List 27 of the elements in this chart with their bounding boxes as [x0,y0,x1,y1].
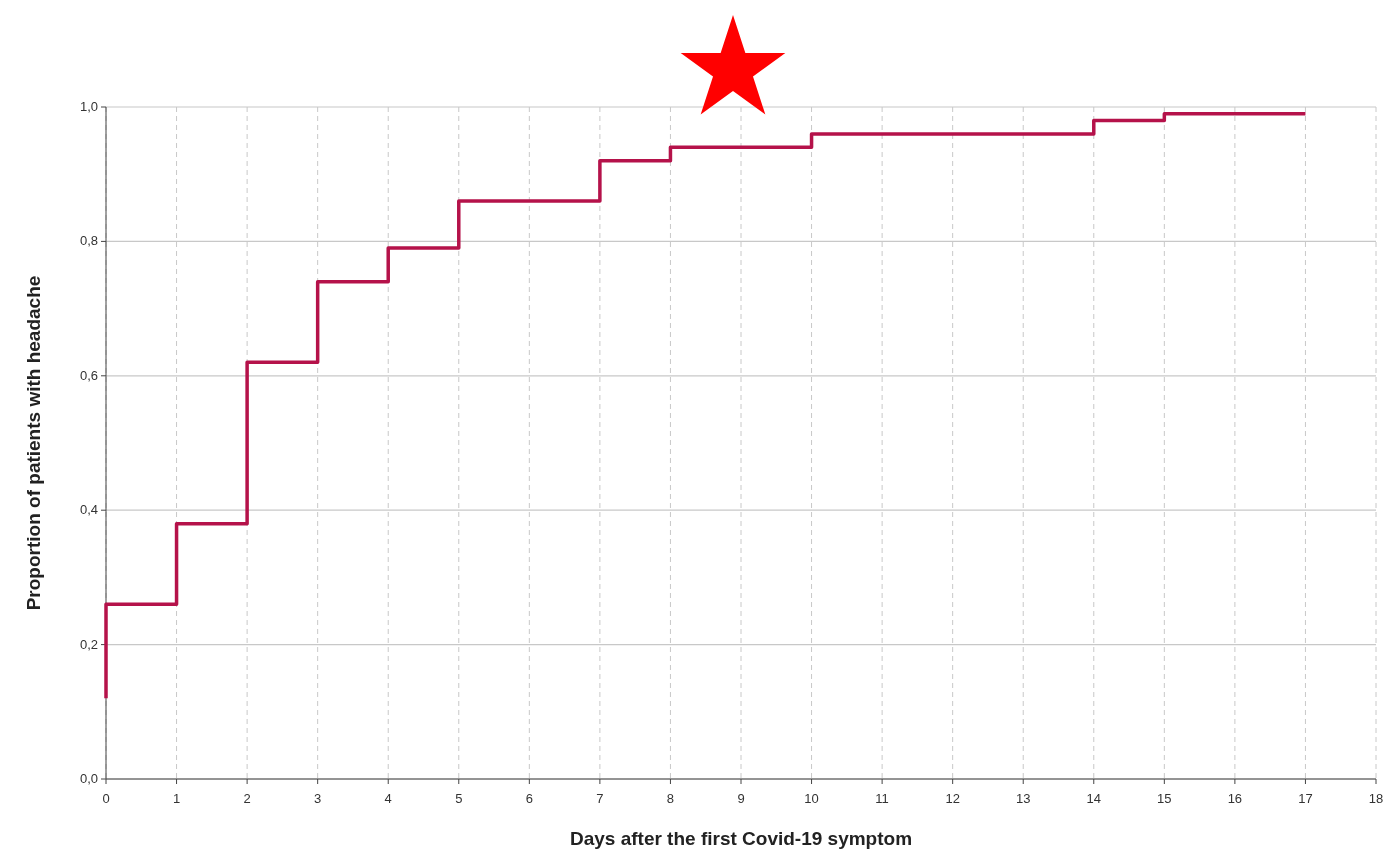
x-tick-label: 14 [1086,791,1102,806]
y-tick-label: 0,4 [79,502,98,518]
x-tick-label: 3 [314,791,322,806]
x-tick-label: 11 [875,791,889,806]
x-tick-label: 4 [384,791,392,806]
x-tick-label: 15 [1157,791,1172,806]
x-tick-label: 10 [804,791,819,806]
y-tick-label: 1,0 [79,99,98,114]
x-tick-label: 18 [1368,791,1383,806]
x-tick-label: 1 [172,791,181,806]
x-tick-label: 9 [737,791,745,806]
x-tick-label: 6 [525,791,533,806]
x-tick-label: 16 [1227,791,1243,806]
x-tick-label: 7 [596,791,604,806]
y-tick-label: 0,8 [79,233,98,249]
y-tick-label: 0,0 [79,771,98,786]
y-axis-title: Proportion of patients with headache [23,275,44,611]
x-tick-label: 8 [666,791,675,806]
y-tick-label: 0,2 [79,636,98,652]
y-tick-label: 0,6 [79,367,98,383]
x-tick-label: 12 [945,791,960,806]
x-tick-label: 17 [1298,791,1313,806]
x-axis-title: Days after the first Covid-19 symptom [569,828,913,849]
x-tick-label: 2 [243,791,251,806]
x-tick-label: 13 [1015,791,1031,806]
x-tick-label: 5 [455,791,463,806]
x-tick-label: 0 [102,791,110,806]
